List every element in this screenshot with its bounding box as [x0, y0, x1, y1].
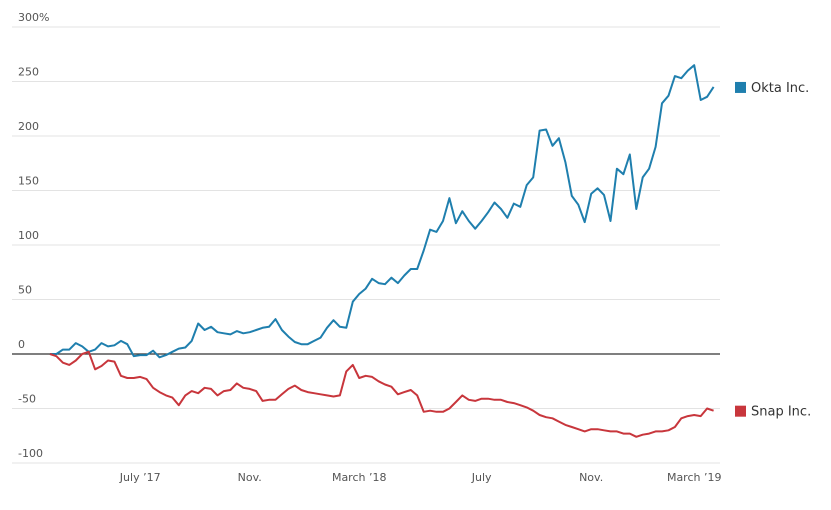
- y-tick-label: 100: [18, 229, 39, 242]
- x-tick-label: Nov.: [579, 471, 603, 484]
- y-tick-label: 50: [18, 284, 32, 297]
- x-tick-label: March ’19: [667, 471, 722, 484]
- y-tick-label: -50: [18, 393, 36, 406]
- y-tick-label: 300%: [18, 11, 49, 24]
- y-tick-label: 200: [18, 120, 39, 133]
- y-tick-label: 0: [18, 338, 25, 351]
- y-tick-label: 150: [18, 175, 39, 188]
- x-tick-label: July: [471, 471, 492, 484]
- x-tick-label: July ’17: [119, 471, 161, 484]
- legend-label: Snap Inc.: [751, 405, 811, 420]
- legend-swatch: [735, 405, 746, 417]
- x-tick-label: Nov.: [238, 471, 262, 484]
- x-tick-label: March ’18: [332, 471, 387, 484]
- series-line: [49, 350, 714, 438]
- series-line: [50, 64, 715, 359]
- legend-swatch: [735, 81, 746, 93]
- y-tick-label: 250: [18, 66, 39, 79]
- legend-label: Okta Inc.: [751, 81, 809, 96]
- y-tick-label: -100: [18, 447, 43, 460]
